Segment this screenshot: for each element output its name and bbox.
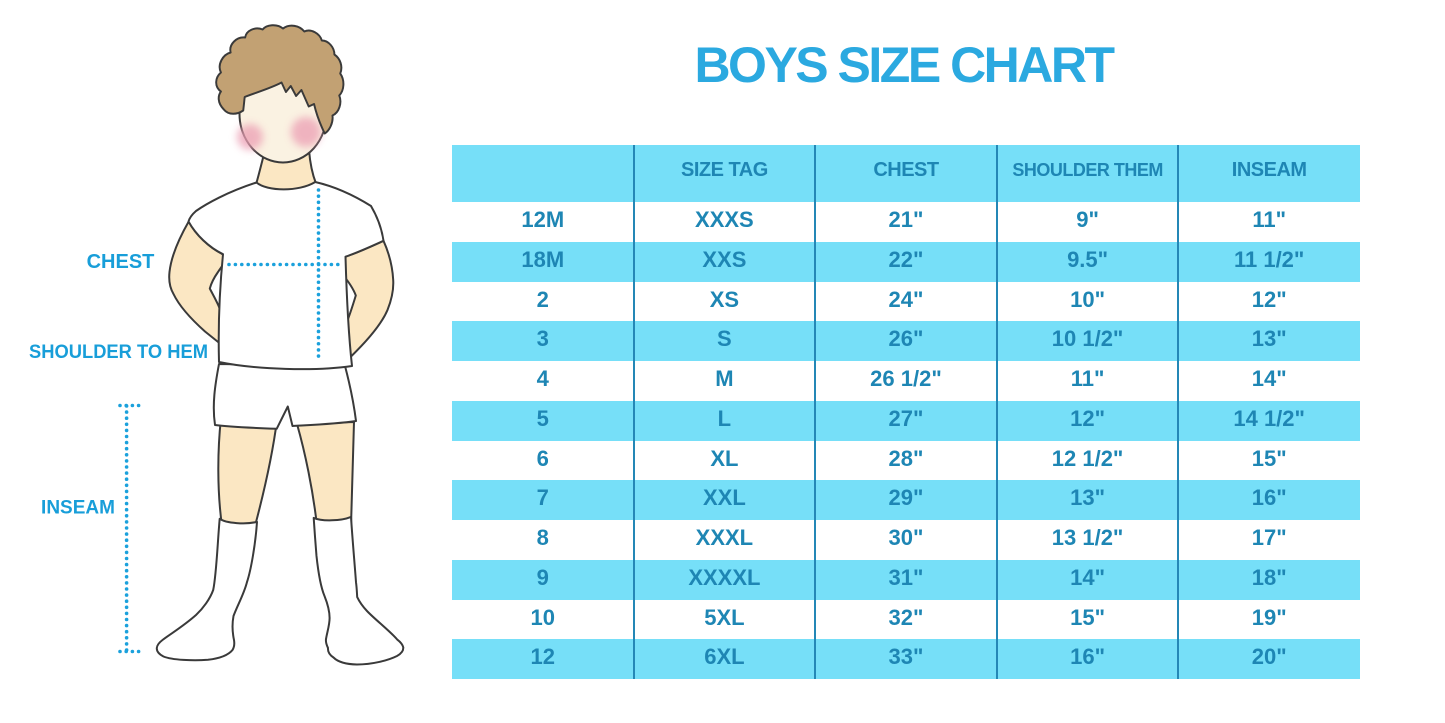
svg-text:CHEST: CHEST bbox=[87, 251, 155, 273]
svg-text:INSEAM: INSEAM bbox=[41, 498, 115, 519]
svg-text:SHOULDER TO HEM: SHOULDER TO HEM bbox=[29, 342, 208, 363]
